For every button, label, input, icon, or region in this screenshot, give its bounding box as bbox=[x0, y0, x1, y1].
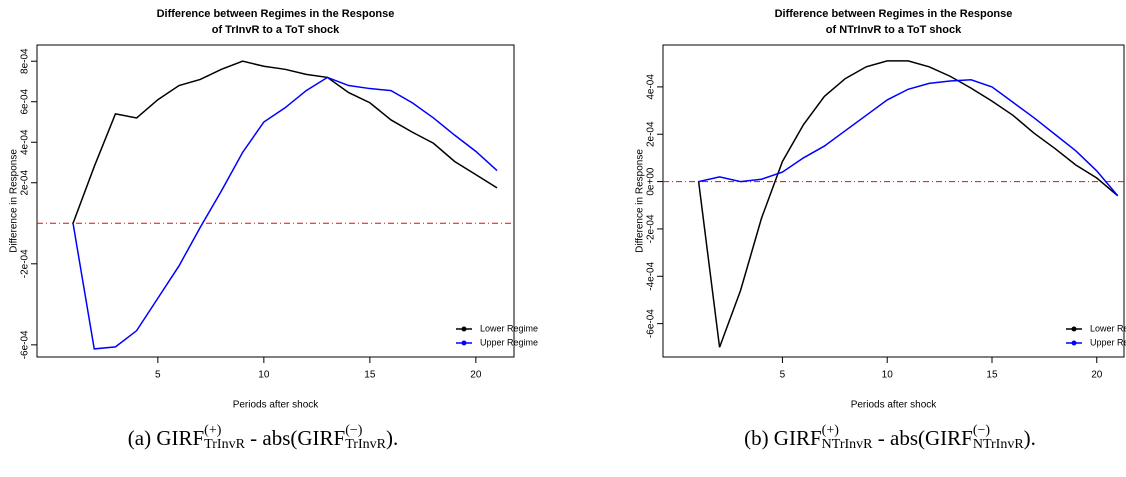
x-tick-label: 10 bbox=[882, 370, 894, 381]
script-stack: (+) TrInvR bbox=[204, 424, 245, 452]
caption-text: ). bbox=[1023, 426, 1036, 450]
legend-dot bbox=[461, 340, 467, 346]
legend-dot bbox=[1071, 340, 1077, 346]
caption-text: - abs(GIRF bbox=[872, 426, 973, 450]
subscript: TrInvR bbox=[204, 437, 245, 453]
script-stack: (+) NTrInvR bbox=[822, 424, 873, 452]
caption-text: (a) GIRF bbox=[127, 426, 205, 450]
legend-dot bbox=[461, 326, 467, 332]
script-stack: (−) TrInvR bbox=[345, 424, 386, 452]
legend-dot bbox=[1071, 326, 1077, 332]
x-axis-label: Periods after shock bbox=[233, 400, 320, 410]
chart-title: of NTrInvR to a ToT shock bbox=[826, 24, 962, 36]
y-tick-label: 2e-04 bbox=[20, 170, 31, 196]
superscript: (−) bbox=[972, 423, 991, 439]
figure: Difference between Regimes in the Respon… bbox=[9, 8, 1126, 410]
y-tick-label: 4e-04 bbox=[20, 129, 31, 155]
subscript: NTrInvR bbox=[821, 437, 873, 453]
x-tick-label: 5 bbox=[780, 370, 786, 381]
legend-label: Lower Regime bbox=[480, 323, 538, 333]
caption: (b) GIRF (+) NTrInvR - abs(GIRF (−) NTrInvR)… bbox=[744, 424, 1036, 452]
y-axis-label: Difference in Response bbox=[635, 149, 646, 253]
chart-title: Difference between Regimes in the Respon… bbox=[157, 8, 395, 20]
y-tick-label: -6e-04 bbox=[20, 330, 31, 359]
x-tick-label: 5 bbox=[155, 370, 161, 381]
data-line bbox=[72, 76, 498, 350]
data-line bbox=[697, 60, 1119, 348]
plot-frame bbox=[662, 44, 1125, 358]
superscript: (+) bbox=[204, 423, 222, 439]
y-axis-label: Difference in Response bbox=[9, 149, 20, 253]
subscript: TrInvR bbox=[345, 437, 386, 453]
plot-frame bbox=[36, 44, 515, 358]
x-tick-label: 20 bbox=[1091, 370, 1103, 381]
y-tick-label: 8e-04 bbox=[20, 48, 31, 74]
y-tick-label: 6e-04 bbox=[20, 89, 31, 115]
caption-text: (b) GIRF bbox=[744, 426, 822, 450]
x-axis-label: Periods after shock bbox=[851, 400, 938, 410]
legend-label: Upper Regime bbox=[1090, 337, 1126, 347]
x-tick-label: 15 bbox=[986, 370, 998, 381]
caption: (a) GIRF (+) TrInvR - abs(GIRF (−) TrInvR). bbox=[127, 424, 399, 452]
data-line bbox=[72, 60, 498, 224]
y-tick-label: 0e+00 bbox=[646, 167, 657, 196]
caption-text: - abs(GIRF bbox=[244, 426, 346, 450]
data-line bbox=[698, 79, 1119, 197]
chart-title: Difference between Regimes in the Respon… bbox=[775, 8, 1013, 20]
y-tick-label: -2e-04 bbox=[20, 249, 31, 278]
subscript: NTrInvR bbox=[972, 437, 1024, 453]
script-stack: (−) NTrInvR bbox=[973, 424, 1024, 452]
x-tick-label: 20 bbox=[470, 370, 482, 381]
superscript: (−) bbox=[345, 423, 363, 439]
x-tick-label: 15 bbox=[364, 370, 376, 381]
y-tick-label: 4e-04 bbox=[646, 74, 657, 100]
y-tick-label: -2e-04 bbox=[646, 214, 657, 243]
x-tick-label: 10 bbox=[258, 370, 270, 381]
legend-label: Upper Regime bbox=[480, 337, 538, 347]
legend-label: Lower Regime bbox=[1090, 323, 1126, 333]
caption-text: ). bbox=[385, 426, 399, 450]
superscript: (+) bbox=[821, 423, 839, 439]
y-tick-label: 2e-04 bbox=[646, 121, 657, 147]
y-tick-label: -4e-04 bbox=[646, 261, 657, 290]
y-tick-label: -6e-04 bbox=[646, 309, 657, 338]
chart-title: of TrInvR to a ToT shock bbox=[212, 24, 340, 36]
